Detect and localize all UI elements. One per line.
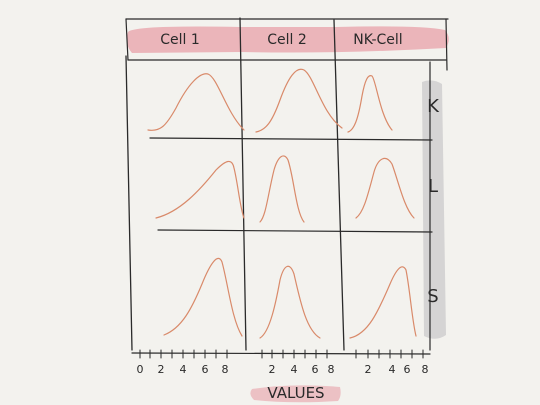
tick-label: 2 xyxy=(269,363,276,376)
axis-ticks xyxy=(139,349,424,359)
curve-k-nk xyxy=(347,75,393,133)
curve-s-cell-1 xyxy=(163,257,243,337)
curve-l-cell-1 xyxy=(155,160,245,219)
column-headers: Cell 1 Cell 2 NK-Cell xyxy=(160,32,402,48)
tick-label: 8 xyxy=(222,363,229,376)
curve-k-cell-1 xyxy=(147,73,245,131)
column-header-nk-cell: NK-Cell xyxy=(353,32,402,48)
tick-label: 6 xyxy=(202,363,209,376)
header-highlight xyxy=(126,26,449,53)
curve-s-nk xyxy=(349,266,417,339)
x-axis: 0 2 4 6 8 2 4 6 8 2 4 6 8 xyxy=(131,349,431,376)
row-labels: K L S xyxy=(427,96,440,307)
axis-label-highlight xyxy=(250,385,341,403)
curve-s-cell-2 xyxy=(259,265,321,339)
tick-label: 8 xyxy=(422,363,429,376)
tick-label: 2 xyxy=(365,363,372,376)
curve-l-nk xyxy=(355,157,415,219)
tick-label: 0 xyxy=(137,363,144,376)
grid-lines xyxy=(125,17,449,351)
tick-label: 2 xyxy=(158,363,165,376)
row-label-l: L xyxy=(428,176,438,197)
column-header-cell-1: Cell 1 xyxy=(160,32,200,48)
row-label-s: S xyxy=(427,286,438,307)
curve-k-cell-2 xyxy=(255,68,343,133)
tick-label: 4 xyxy=(180,363,187,376)
tick-label: 6 xyxy=(312,363,319,376)
distribution-curves xyxy=(147,68,417,339)
curve-l-cell-2 xyxy=(259,155,305,223)
column-header-cell-2: Cell 2 xyxy=(267,32,307,48)
tick-label: 8 xyxy=(328,363,335,376)
row-label-strip xyxy=(422,80,446,339)
tick-label: 4 xyxy=(291,363,298,376)
tick-label: 6 xyxy=(404,363,411,376)
axis-label-values: VALUES xyxy=(267,384,324,402)
tick-label: 4 xyxy=(389,363,396,376)
row-label-k: K xyxy=(427,96,440,117)
